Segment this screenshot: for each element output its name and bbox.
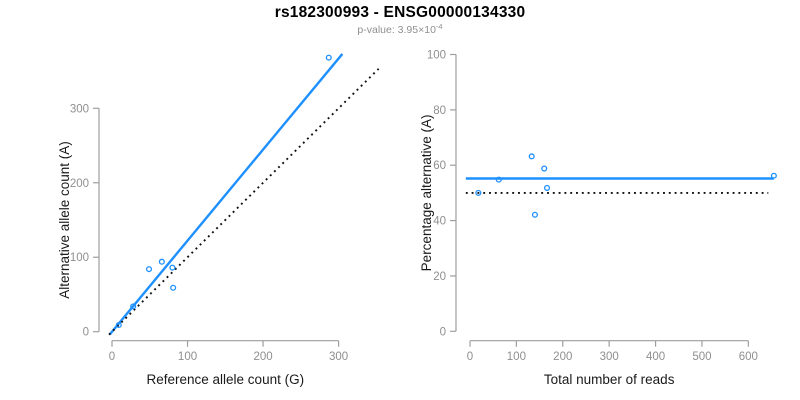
percentage-vs-reads-scatter: 0 20 40 60 80 100 0 100 200 300 400 500 600 Total num…: [419, 50, 777, 387]
identity-line: [108, 68, 380, 336]
data-point: [531, 211, 538, 218]
data-point: [495, 176, 502, 183]
y-tick-label: 60: [433, 160, 446, 172]
x-tick-label: 300: [329, 351, 348, 363]
y-tick-label: 20: [433, 271, 446, 283]
p-value-exponent: -4: [435, 22, 443, 31]
y-tick-label: 100: [70, 252, 89, 264]
x-tick-label: 200: [253, 351, 272, 363]
x-tick-label: 600: [739, 351, 758, 363]
x-tick-label: 0: [467, 351, 473, 363]
data-point: [543, 184, 551, 191]
y-tick-label: 0: [440, 326, 446, 338]
data-point: [169, 264, 176, 271]
data-point: [475, 189, 482, 196]
data-point: [158, 258, 165, 265]
data-point: [145, 266, 153, 273]
data-point: [325, 54, 332, 61]
x-tick-label: 0: [109, 351, 115, 363]
plot-subtitle: p-value: 3.95×10-4: [0, 22, 800, 36]
x-tick-label: 100: [178, 351, 197, 363]
data-point: [170, 284, 177, 291]
fit-line: [108, 53, 344, 336]
y-tick-label: 80: [433, 105, 446, 117]
x-tick-label: 300: [600, 351, 619, 363]
y-tick-label: 0: [83, 327, 89, 339]
x-axis-title: Reference allele count (G): [147, 372, 305, 387]
y-axis-title: Percentage alternative (A): [419, 114, 434, 271]
x-tick-label: 100: [507, 351, 526, 363]
y-tick-label: 300: [70, 103, 89, 115]
data-point: [130, 303, 137, 310]
data-point: [115, 321, 122, 329]
x-tick-label: 200: [553, 351, 572, 363]
x-tick-label: 400: [646, 351, 665, 363]
y-tick-label: 100: [427, 50, 446, 62]
data-point: [770, 172, 777, 179]
y-tick-label: 40: [433, 216, 446, 228]
p-value-text: p-value: 3.95×10: [357, 24, 436, 36]
allele-count-scatter: 0 100 200 300 0 100 200 300 Reference allele cou…: [57, 53, 380, 387]
data-point: [528, 153, 535, 160]
y-axis-title: Alternative allele count (A): [57, 141, 72, 299]
plot-title: rs182300993 - ENSG00000134330: [274, 4, 526, 21]
x-axis-title: Total number of reads: [544, 372, 675, 387]
y-tick-label: 200: [70, 178, 89, 190]
data-point: [541, 165, 548, 172]
x-tick-label: 500: [692, 351, 711, 363]
